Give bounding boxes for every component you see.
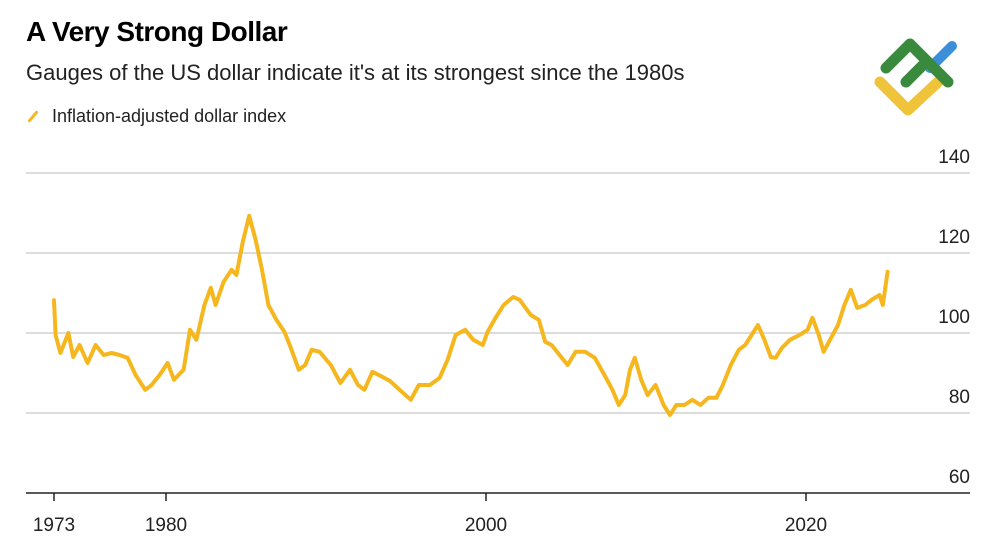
series-line-inflation-adjusted-dollar-index	[52, 213, 890, 417]
chart-title: A Very Strong Dollar	[26, 16, 288, 47]
y-tick-label: 100	[938, 307, 970, 328]
y-tick-label: 60	[949, 467, 970, 488]
chart-logo-icon	[874, 38, 957, 116]
x-tick-label: 1973	[33, 515, 75, 536]
x-tick-label: 2020	[785, 515, 827, 536]
legend-label: Inflation-adjusted dollar index	[52, 106, 287, 126]
chart-subtitle: Gauges of the US dollar indicate it's at…	[26, 60, 685, 85]
y-tick-label: 120	[938, 227, 970, 248]
y-tick-label: 140	[938, 147, 970, 168]
legend: Inflation-adjusted dollar index	[26, 106, 286, 127]
x-tick-label: 2000	[465, 515, 507, 536]
y-tick-label: 80	[949, 387, 970, 408]
x-tick-label: 1980	[145, 515, 187, 536]
